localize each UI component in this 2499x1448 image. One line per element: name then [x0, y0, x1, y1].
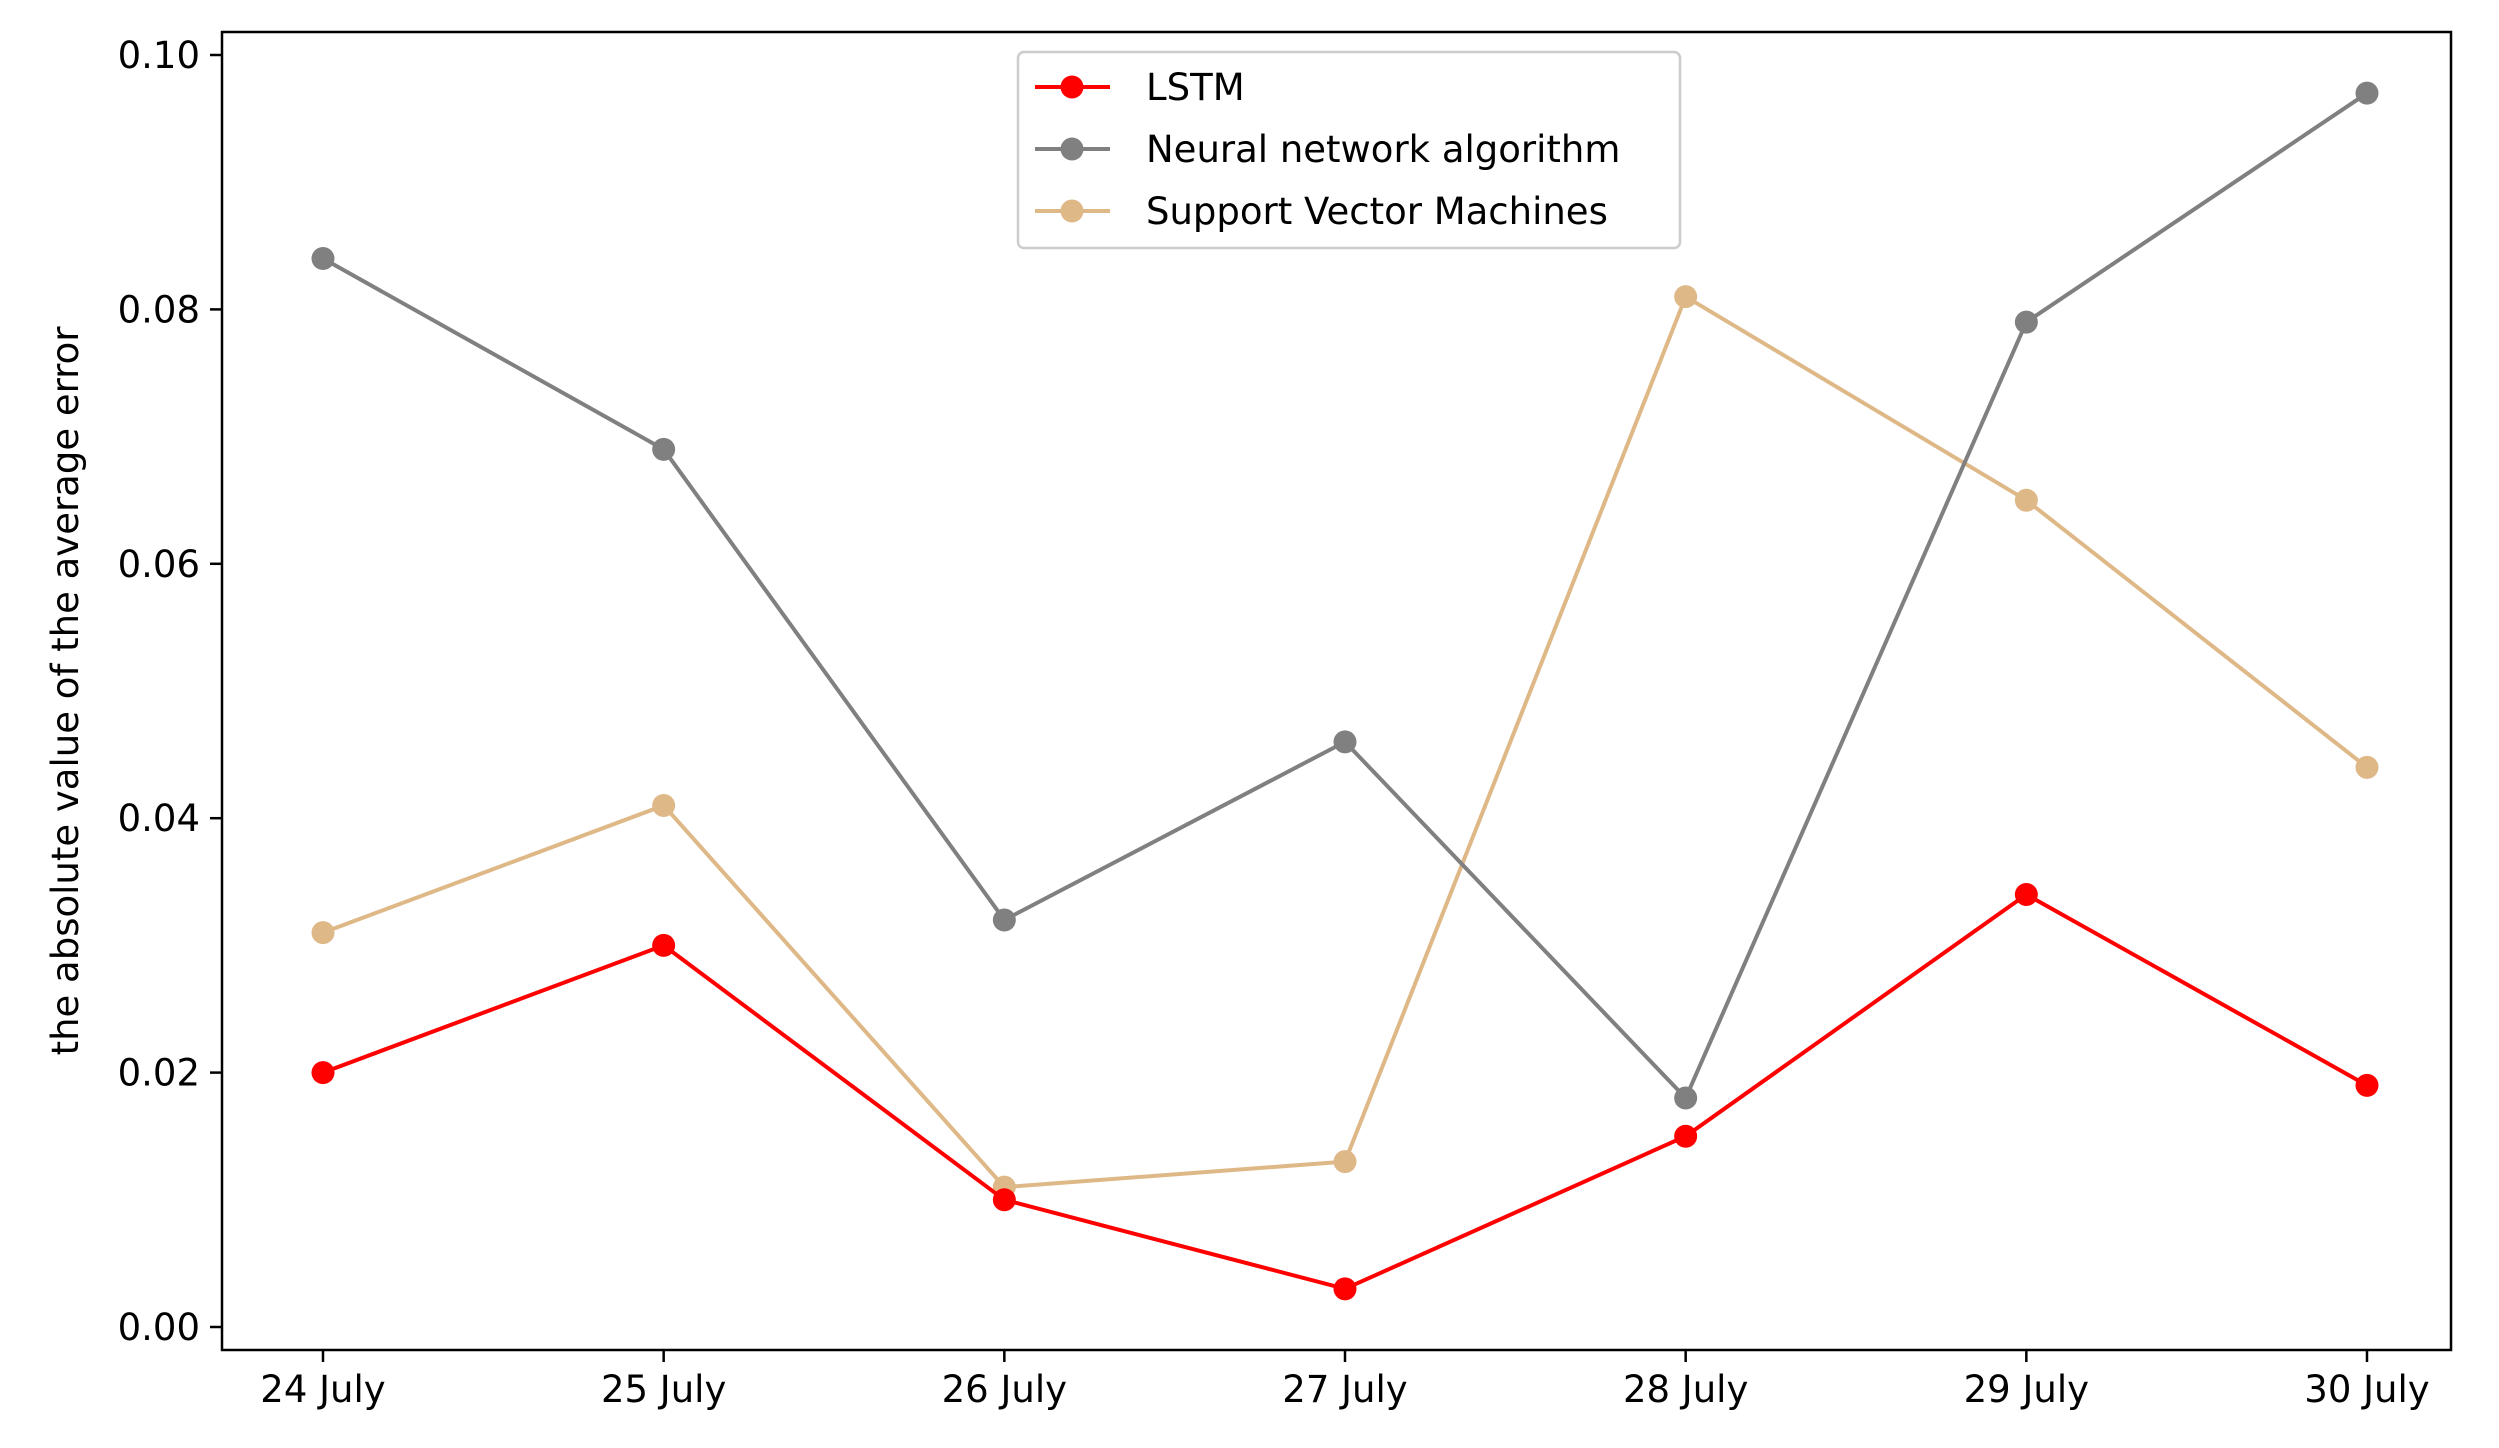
data-point — [1674, 285, 1698, 309]
series-layer — [311, 81, 2379, 1301]
y-tick-label: 0.06 — [118, 543, 200, 586]
x-tick-label: 25 July — [601, 1368, 726, 1411]
data-point — [2355, 1073, 2379, 1097]
y-axis-title: the absolute value of the average error — [44, 326, 87, 1056]
data-point — [1674, 1086, 1698, 1110]
x-axis-ticks: 24 July 25 July 26 July 27 July 28 July 29 Ju… — [260, 1350, 2430, 1411]
data-point — [311, 1061, 335, 1085]
data-point — [311, 921, 335, 945]
y-axis-title-group: the absolute value of the average error — [44, 326, 87, 1056]
x-tick-label: 30 July — [2304, 1368, 2429, 1411]
y-tick-label: 0.10 — [118, 34, 200, 77]
legend-label: Neural network algorithm — [1146, 128, 1620, 171]
data-point — [1333, 730, 1357, 754]
data-point — [1674, 1124, 1698, 1148]
y-tick-label: 0.08 — [118, 288, 200, 331]
data-point — [1333, 1150, 1357, 1174]
data-point — [2014, 488, 2038, 512]
x-tick-label: 29 July — [1964, 1368, 2089, 1411]
legend-marker — [1060, 199, 1084, 223]
y-tick-label: 0.00 — [118, 1306, 200, 1349]
data-point — [992, 908, 1016, 932]
legend-label: LSTM — [1146, 66, 1245, 109]
data-point — [2014, 310, 2038, 334]
legend-box — [1016, 50, 1682, 250]
legend-marker — [1060, 75, 1084, 99]
data-point — [311, 247, 335, 271]
legend: LSTM Neural network algorithm Support Vect… — [1016, 50, 1682, 250]
data-point — [2014, 883, 2038, 907]
data-point — [992, 1188, 1016, 1212]
series-lstm — [311, 883, 2379, 1301]
legend-item: Neural network algorithm — [1035, 128, 1620, 171]
legend-label: Support Vector Machines — [1146, 190, 1608, 233]
data-point — [652, 933, 676, 957]
y-tick-label: 0.02 — [118, 1052, 200, 1095]
data-point — [652, 437, 676, 461]
data-point — [1333, 1277, 1357, 1301]
x-tick-label: 28 July — [1623, 1368, 1748, 1411]
data-point — [2355, 755, 2379, 779]
plot-area-frame — [220, 30, 2453, 1352]
legend-item: Support Vector Machines — [1035, 190, 1608, 233]
x-tick-label: 27 July — [1282, 1368, 1407, 1411]
legend-item: LSTM — [1035, 66, 1245, 109]
legend-marker — [1060, 137, 1084, 161]
data-point — [652, 793, 676, 817]
y-axis-ticks: 0.00 0.02 0.04 0.06 0.08 0.10 — [118, 34, 222, 1349]
x-tick-label: 26 July — [942, 1368, 1067, 1411]
x-tick-label: 24 July — [260, 1368, 385, 1411]
y-tick-label: 0.04 — [118, 797, 200, 840]
data-point — [2355, 81, 2379, 105]
series-neural-network-algorithm — [311, 81, 2379, 1110]
